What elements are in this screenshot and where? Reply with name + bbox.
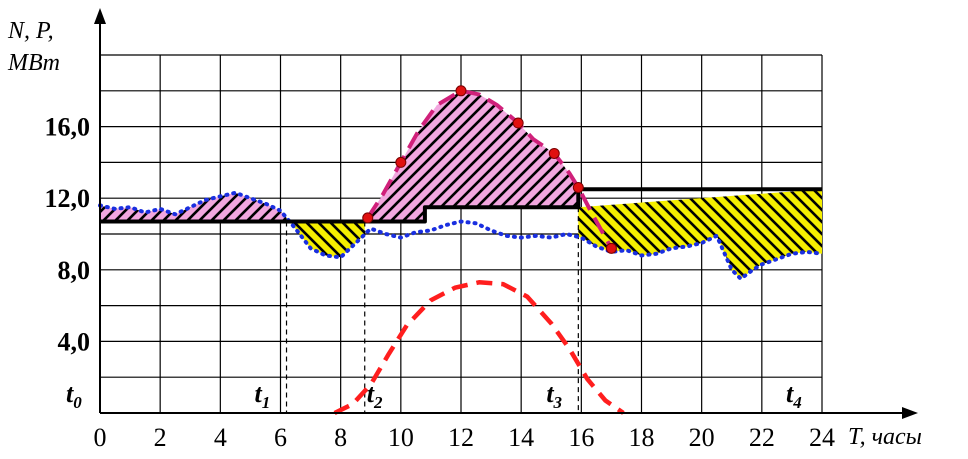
y-axis-arrow <box>94 8 106 24</box>
data-point <box>548 147 560 159</box>
y-tick-label: 8,0 <box>58 256 91 285</box>
time-marker-label: t0 <box>66 379 82 412</box>
time-marker-label: t1 <box>255 379 271 412</box>
x-tick-label: 0 <box>94 423 107 452</box>
axes <box>94 8 918 419</box>
data-point <box>395 156 407 168</box>
y-tick-label: 16,0 <box>45 113 91 142</box>
x-tick-label: 2 <box>154 423 167 452</box>
series-line-red-dashed <box>333 280 625 416</box>
x-tick-label: 16 <box>568 423 594 452</box>
x-tick-label: 12 <box>448 423 474 452</box>
x-tick-label: 24 <box>809 423 835 452</box>
x-axis-arrow <box>902 407 918 419</box>
x-tick-label: 8 <box>334 423 347 452</box>
x-axis-label: T, часы <box>848 424 922 450</box>
tick-labels: 0 2 4 6 8 10 12 14 16 18 20 22 244,08,012,016,0t0 t1 t… <box>45 113 836 452</box>
y-tick-label: 4,0 <box>58 327 91 356</box>
data-point <box>512 117 524 129</box>
hatched-area-fill-c <box>364 90 579 222</box>
y-tick-label: 12,0 <box>45 184 91 213</box>
y-axis-label-line-1: N, P, <box>7 18 54 44</box>
x-tick-label: 4 <box>214 423 227 452</box>
time-marker-label: t2 <box>367 379 383 412</box>
data-markers <box>362 85 617 254</box>
time-marker-label: t4 <box>786 379 802 412</box>
series-line-dotted <box>98 190 824 281</box>
x-tick-label: 20 <box>689 423 715 452</box>
data-point <box>605 242 617 254</box>
data-point <box>455 85 467 97</box>
x-tick-label: 10 <box>388 423 414 452</box>
hatched-area-fill-d <box>578 189 822 279</box>
drop-lines <box>285 207 579 413</box>
data-point <box>362 212 374 224</box>
x-tick-label: 22 <box>749 423 775 452</box>
y-axis-label-line-2: MBm <box>7 50 60 76</box>
x-tick-label: 6 <box>274 423 287 452</box>
data-point <box>572 181 584 193</box>
hatched-area-fill-b <box>286 217 365 258</box>
x-tick-label: 14 <box>508 423 534 452</box>
time-marker-label: t3 <box>546 379 562 412</box>
series-line-magenta-dashed <box>366 88 614 250</box>
x-tick-label: 18 <box>629 423 655 452</box>
